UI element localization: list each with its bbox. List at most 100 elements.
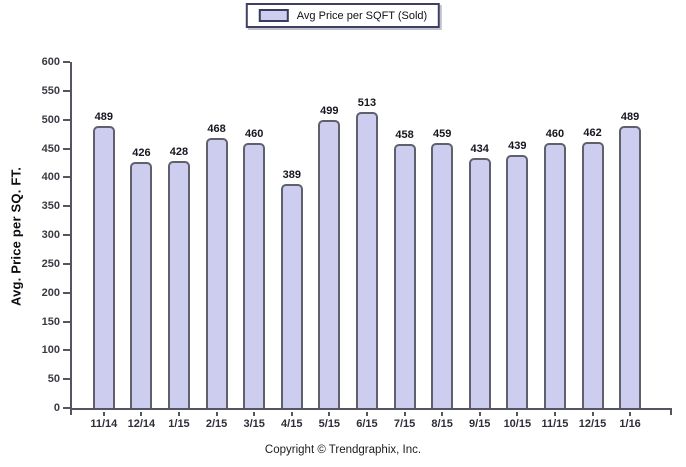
- y-tick-mark: [63, 61, 70, 63]
- y-tick-label: 300: [41, 229, 60, 241]
- y-tick-mark: [63, 205, 70, 208]
- y-tick-mark: [63, 320, 70, 323]
- bar-value-label: 499: [320, 105, 339, 118]
- x-category: 4/15: [273, 412, 311, 430]
- x-category: 2/15: [198, 412, 236, 430]
- bar: [506, 154, 529, 408]
- x-tick-mark: [215, 412, 218, 416]
- y-tick-label: 350: [41, 200, 60, 213]
- y-tick-label: 50: [47, 373, 60, 386]
- x-category: 6/15: [348, 412, 386, 430]
- x-category: 1/15: [160, 412, 198, 430]
- bar-value-label: 439: [508, 139, 527, 152]
- bar-value-label: 460: [244, 127, 264, 140]
- bar-group: 389: [273, 62, 311, 408]
- y-tick-label: 600: [41, 56, 60, 68]
- x-category: 7/15: [386, 412, 424, 430]
- y-tick-label: 250: [41, 257, 60, 270]
- bar-value-label: 513: [357, 97, 377, 110]
- legend-swatch: [258, 9, 289, 22]
- y-tick-label: 150: [41, 315, 60, 328]
- bar-value-label: 459: [432, 128, 452, 141]
- x-axis-right-end-tick: [670, 410, 672, 415]
- x-tick-label: 5/15: [318, 418, 341, 430]
- legend-box: Avg Price per SQFT (Sold): [245, 3, 441, 28]
- y-tick-label: 450: [41, 142, 60, 155]
- x-tick-mark: [403, 412, 406, 416]
- x-tick-label: 6/15: [356, 418, 378, 430]
- x-tick-label: 1/15: [168, 418, 190, 430]
- x-tick-label: 11/15: [541, 418, 569, 430]
- bar: [243, 142, 266, 408]
- y-tick-mark: [63, 262, 70, 265]
- bar-value-label: 458: [395, 128, 414, 141]
- bar: [167, 161, 190, 408]
- x-tick-label: 8/15: [431, 418, 453, 430]
- x-tick-mark: [177, 412, 180, 416]
- bar-group: 460: [536, 62, 574, 408]
- bar-group: 489: [611, 62, 649, 408]
- plot-area: 0 50 100 150 200 250 300 350 400 450 500 550 600 489…: [42, 56, 672, 415]
- x-tick-mark: [629, 412, 632, 416]
- x-tick-label: 10/15: [503, 418, 532, 430]
- bar-group: 489: [85, 62, 123, 408]
- bar-group: 434: [461, 62, 499, 408]
- y-tick-mark: [63, 378, 70, 381]
- x-tick-label: 1/16: [619, 418, 641, 430]
- x-tick-mark: [591, 412, 594, 416]
- x-tick-mark: [140, 412, 143, 416]
- bar-value-label: 489: [620, 111, 640, 124]
- y-tick-label: 550: [41, 84, 60, 97]
- legend-label: Avg Price per SQFT (Sold): [296, 9, 428, 22]
- bar-group: 458: [386, 62, 424, 408]
- y-tick-mark: [63, 147, 70, 150]
- bar-group: 459: [423, 62, 461, 408]
- x-tick-label: 11/14: [90, 418, 118, 430]
- y-tick-mark: [63, 176, 70, 179]
- y-tick-label: 100: [41, 344, 60, 357]
- x-tick-mark: [328, 412, 331, 416]
- x-category: 8/15: [423, 412, 461, 430]
- x-category: 5/15: [311, 412, 349, 430]
- bar: [130, 162, 153, 408]
- x-tick-label: 12/15: [578, 418, 607, 430]
- y-tick-mark: [63, 407, 70, 409]
- x-category: 10/15: [499, 412, 537, 430]
- bar-group: 460: [235, 62, 273, 408]
- bar: [393, 143, 416, 408]
- y-axis-title: Avg. Price per SQ. FT.: [8, 166, 24, 306]
- bar-group: 499: [311, 62, 349, 408]
- y-tick-mark: [63, 349, 70, 352]
- y-tick-label: 0: [53, 402, 60, 414]
- x-tick-mark: [441, 412, 444, 416]
- bar-group: 462: [574, 62, 612, 408]
- x-tick-label: 2/15: [205, 418, 228, 430]
- bar-group: 513: [348, 62, 386, 408]
- bar-value-label: 460: [545, 127, 565, 140]
- bar: [619, 126, 642, 408]
- bar: [581, 141, 604, 408]
- bar-value-label: 489: [94, 111, 113, 124]
- x-category: 1/16: [611, 412, 649, 430]
- bar-value-label: 462: [583, 126, 602, 139]
- bar: [431, 143, 454, 408]
- bar: [355, 112, 378, 408]
- x-tick-mark: [365, 412, 368, 416]
- bar: [318, 120, 341, 408]
- bar-group: 468: [198, 62, 236, 408]
- bar-group: 428: [160, 62, 198, 408]
- bar-value-label: 428: [169, 146, 189, 159]
- bar: [205, 138, 228, 408]
- y-tick-label: 400: [41, 171, 60, 184]
- x-category: 11/15: [536, 412, 574, 430]
- y-tick-mark: [63, 118, 70, 121]
- bar-series: 489 426 428 468 460 389 499 513 458 459 434 439 460 4…: [72, 62, 672, 408]
- bar: [543, 142, 566, 408]
- x-tick-label: 7/15: [393, 418, 416, 430]
- x-category: 11/14: [85, 412, 123, 430]
- bar-value-label: 389: [282, 168, 301, 181]
- bar: [92, 126, 115, 408]
- y-tick-label: 200: [41, 286, 60, 299]
- x-tick-label: 12/14: [127, 418, 156, 430]
- x-tick-label: 4/15: [281, 418, 303, 430]
